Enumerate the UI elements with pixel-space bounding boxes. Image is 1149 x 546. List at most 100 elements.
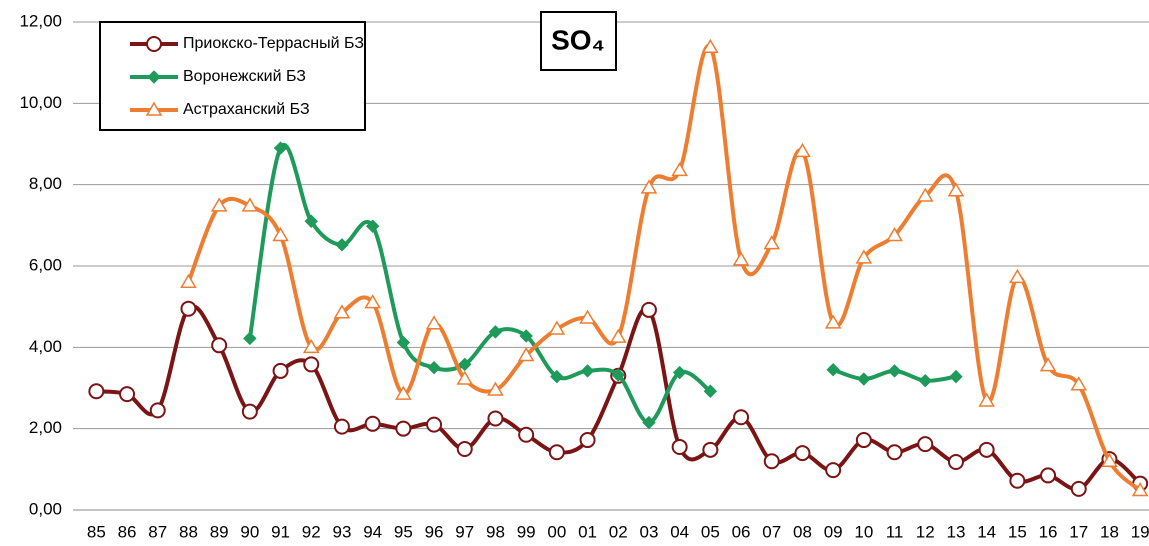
marker [702,441,719,458]
series-line [186,43,1142,493]
marker [487,381,504,396]
marker [304,214,318,228]
x-tick-label: 15 [1008,522,1027,541]
marker [671,161,688,177]
marker [488,325,503,339]
marker [395,420,412,437]
marker [302,338,320,354]
x-tick-label: 06 [732,522,751,541]
marker [1009,472,1026,489]
x-tick-label: 89 [210,522,229,541]
x-tick-label: 13 [946,522,965,541]
y-tick-label: 10,00 [19,93,62,112]
marker [210,197,228,212]
marker [579,432,596,449]
marker [548,320,566,335]
marker [947,182,965,197]
x-tick-label: 85 [87,522,106,541]
marker [395,385,412,400]
marker [918,373,932,388]
marker [611,368,625,382]
marker [855,432,872,449]
marker [458,357,472,372]
y-tick-label: 2,00 [29,418,62,437]
marker [640,179,658,194]
x-tick-label: 14 [977,522,996,541]
marker [180,273,197,289]
marker [272,362,289,379]
marker [456,370,474,385]
legend-label: Приокско-Террасный БЗ [183,35,364,52]
marker [580,364,595,378]
x-tick-label: 07 [762,522,781,541]
legend: Приокско-Террасный БЗ Воронежский БЗ Астра… [99,21,366,131]
marker [241,403,258,420]
marker [273,141,288,155]
marker [703,384,718,398]
x-tick-label: 03 [639,522,658,541]
marker [794,445,811,462]
marker [916,187,934,202]
y-tick-label: 6,00 [29,255,62,274]
y-tick-label: 12,00 [19,11,62,30]
marker [763,453,780,470]
marker [825,462,842,479]
marker [487,410,504,427]
x-tick-label: 92 [302,522,321,541]
marker [824,314,842,329]
x-tick-label: 91 [271,522,290,541]
marker [886,444,903,461]
marker [180,300,197,317]
marker [119,386,136,403]
x-tick-label: 93 [332,522,351,541]
marker [241,197,259,212]
x-tick-label: 00 [547,522,566,541]
marker [794,142,811,158]
marker [855,249,873,264]
x-tick-label: 12 [916,522,935,541]
marker [1039,357,1057,372]
x-tick-label: 18 [1100,522,1119,541]
series-line [247,143,957,425]
marker [732,251,750,266]
marker [149,402,166,419]
marker [243,331,257,346]
x-tick-label: 04 [670,522,689,541]
y-tick-label: 8,00 [29,174,62,193]
x-tick-label: 88 [179,522,198,541]
marker [364,294,381,309]
marker [640,301,657,318]
marker [733,409,750,426]
legend-label: Астраханский БЗ [183,101,310,118]
marker [518,426,535,443]
marker [272,227,289,242]
marker [1009,268,1026,284]
marker [917,436,934,453]
marker [425,315,443,330]
marker [550,369,564,384]
x-tick-label: 17 [1069,522,1088,541]
marker [303,356,320,373]
marker [887,364,902,378]
marker [826,362,840,377]
chart-title: SO₄ [551,24,605,55]
x-tick-label: 02 [609,522,628,541]
x-tick-label: 96 [425,522,444,541]
x-tick-label: 08 [793,522,812,541]
y-tick-label: 0,00 [29,499,62,518]
x-tick-label: 95 [394,522,413,541]
marker [365,219,380,233]
marker [1070,480,1087,497]
x-tick-label: 19 [1131,522,1149,541]
x-tick-label: 10 [854,522,873,541]
marker [88,383,105,400]
marker [671,438,688,455]
x-tick-label: 16 [1039,522,1058,541]
title-box [540,11,617,71]
x-tick-label: 90 [240,522,259,541]
marker [1070,376,1088,391]
marker [211,337,228,354]
marker [763,235,781,250]
marker [642,415,656,430]
